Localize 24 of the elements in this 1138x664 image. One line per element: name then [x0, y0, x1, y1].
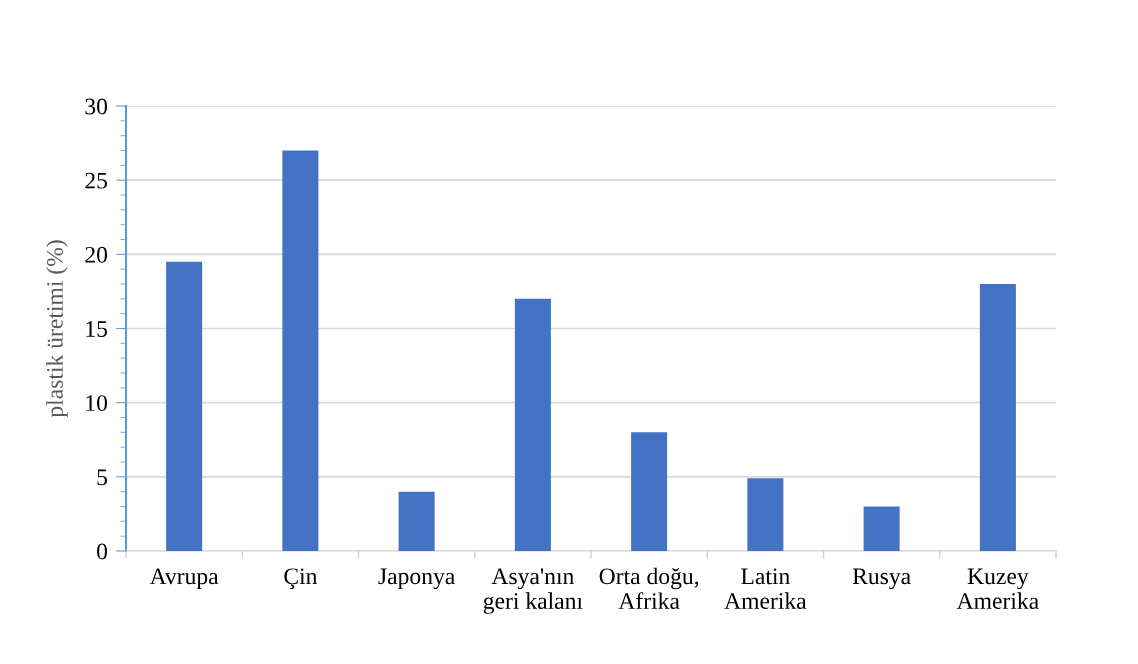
y-tick-label: 20 [85, 246, 108, 263]
x-tick-label: Asya'nın geri kalanı [483, 568, 583, 614]
bar [979, 284, 1016, 551]
y-tick-label: 0 [97, 543, 108, 560]
bar [166, 261, 203, 551]
x-tick-label: Rusya [852, 568, 911, 590]
bar [514, 298, 551, 551]
bar [747, 478, 784, 551]
x-tick-label: Latin Amerika [724, 568, 807, 609]
y-tick-label: 10 [86, 395, 108, 412]
bar [282, 150, 319, 551]
x-tick-label: Kuzey Amerika [956, 568, 1039, 609]
x-tick-label: Avrupa [149, 568, 219, 590]
x-tick-label: Japonya [378, 568, 455, 590]
y-tick-label: 15 [86, 321, 108, 337]
x-tick-label: Çin [284, 568, 318, 590]
y-tick-label: 25 [85, 172, 108, 189]
bar [631, 432, 668, 551]
x-tick-label: Orta doğu, Afrika [599, 567, 699, 610]
y-tick-label: 5 [97, 469, 108, 486]
bar [863, 506, 900, 551]
y-tick-label: 30 [85, 98, 108, 115]
y-axis-title: plastik üretimi (%) [46, 240, 68, 418]
bar [398, 491, 435, 551]
